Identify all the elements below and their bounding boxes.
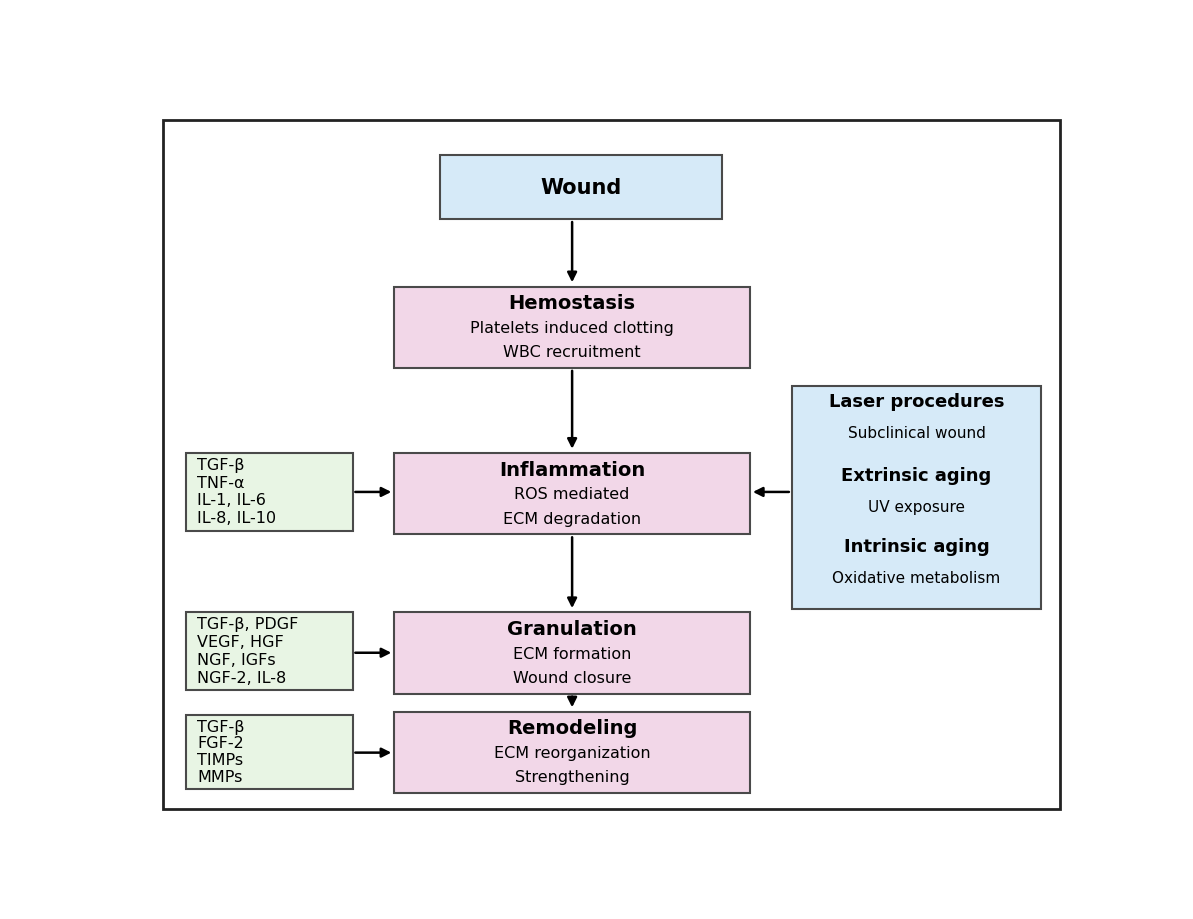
FancyBboxPatch shape (186, 613, 353, 690)
Text: VEGF, HGF: VEGF, HGF (197, 634, 284, 650)
Text: Remodeling: Remodeling (507, 719, 637, 737)
Text: TNF-α: TNF-α (197, 475, 245, 490)
Text: NGF-2, IL-8: NGF-2, IL-8 (197, 670, 286, 685)
FancyBboxPatch shape (394, 287, 750, 369)
Text: Platelets induced clotting: Platelets induced clotting (470, 321, 674, 335)
Text: FGF-2: FGF-2 (197, 736, 243, 751)
Text: Inflammation: Inflammation (499, 460, 645, 479)
Text: Wound: Wound (540, 178, 622, 199)
Text: ECM reorganization: ECM reorganization (494, 745, 650, 760)
Text: Granulation: Granulation (507, 619, 637, 638)
Text: Subclinical wound: Subclinical wound (847, 425, 985, 440)
Text: Laser procedures: Laser procedures (829, 392, 1005, 411)
FancyBboxPatch shape (186, 715, 353, 789)
Text: Hemostasis: Hemostasis (508, 294, 636, 312)
Text: Extrinsic aging: Extrinsic aging (841, 467, 991, 484)
FancyBboxPatch shape (394, 711, 750, 793)
FancyBboxPatch shape (394, 613, 750, 694)
Text: TGF-β: TGF-β (197, 458, 245, 472)
Text: TGF-β: TGF-β (197, 719, 245, 733)
Text: Strengthening: Strengthening (514, 769, 630, 785)
Text: NGF, IGFs: NGF, IGFs (197, 652, 276, 667)
FancyBboxPatch shape (186, 453, 353, 531)
Text: WBC recruitment: WBC recruitment (503, 345, 641, 360)
Text: MMPs: MMPs (197, 769, 242, 785)
Text: Wound closure: Wound closure (513, 671, 631, 686)
Text: Oxidative metabolism: Oxidative metabolism (833, 571, 1001, 585)
Text: IL-1, IL-6: IL-1, IL-6 (197, 493, 266, 508)
Text: ECM degradation: ECM degradation (503, 511, 641, 527)
Text: ROS mediated: ROS mediated (514, 487, 630, 502)
FancyBboxPatch shape (440, 156, 723, 220)
Text: ECM formation: ECM formation (513, 646, 631, 661)
FancyBboxPatch shape (792, 386, 1041, 609)
Text: IL-8, IL-10: IL-8, IL-10 (197, 511, 277, 526)
Text: TIMPs: TIMPs (197, 753, 243, 767)
Text: UV exposure: UV exposure (869, 499, 965, 514)
FancyBboxPatch shape (394, 453, 750, 535)
Text: TGF-β, PDGF: TGF-β, PDGF (197, 617, 298, 631)
Text: Intrinsic aging: Intrinsic aging (843, 538, 989, 556)
FancyBboxPatch shape (163, 121, 1059, 810)
